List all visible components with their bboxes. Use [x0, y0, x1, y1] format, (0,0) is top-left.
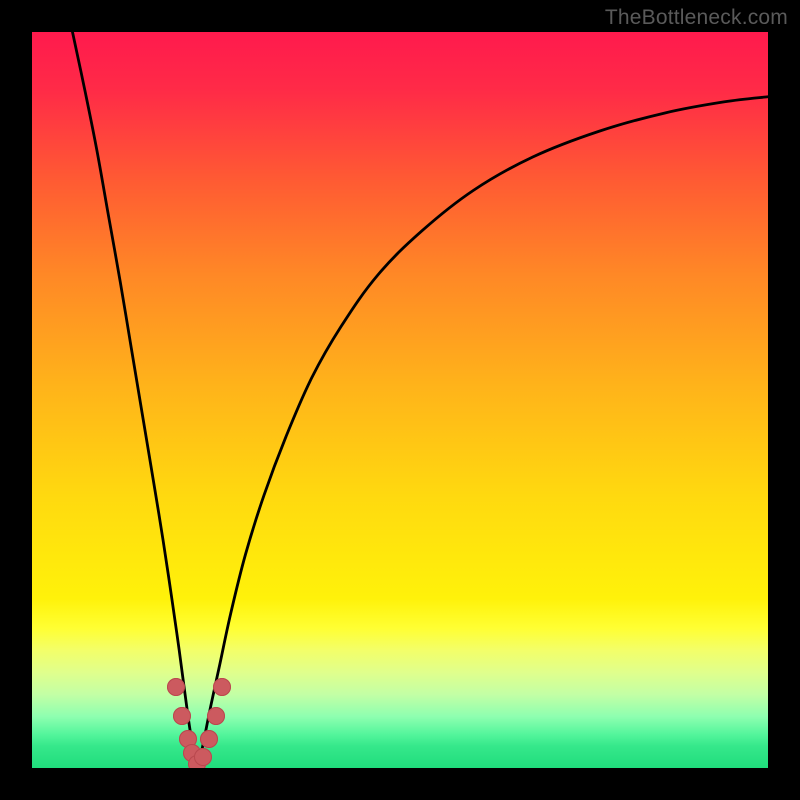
curve-marker	[194, 748, 212, 766]
plot-area	[32, 32, 768, 768]
curve-marker	[167, 678, 185, 696]
curve-marker	[207, 707, 225, 725]
curve-marker	[213, 678, 231, 696]
curve-right-branch	[198, 97, 768, 768]
curve-marker	[200, 730, 218, 748]
bottleneck-curve	[32, 32, 768, 768]
curve-left-branch	[72, 32, 197, 768]
curve-marker	[173, 707, 191, 725]
watermark-text: TheBottleneck.com	[605, 6, 788, 30]
